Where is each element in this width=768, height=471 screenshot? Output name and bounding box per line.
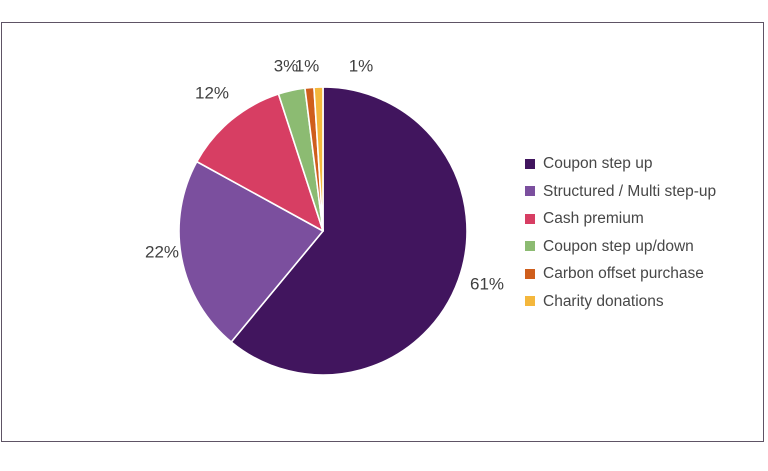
pie-data-label-charity-donations: 1% <box>348 56 374 76</box>
pie-data-label-coupon-step-up: 61% <box>469 274 505 294</box>
legend-swatch-icon <box>525 158 535 169</box>
pie-slice-1 <box>178 160 324 343</box>
chart-frame: 61% 22% 12% 3% 1% 1% Coupon step up Stru… <box>1 22 764 442</box>
legend-item-charity-donations: Charity donations <box>525 292 716 310</box>
legend-swatch-icon <box>525 241 535 252</box>
legend-label: Charity donations <box>543 292 664 310</box>
legend-label: Cash premium <box>543 210 644 227</box>
legend-swatch-icon <box>525 296 535 307</box>
legend-item-coupon-step-up-down: Coupon step up/down <box>525 237 716 255</box>
legend-item-structured-multi-step-up: Structured / Multi step-up <box>525 182 717 200</box>
pie-slice-5 <box>313 86 324 232</box>
legend-swatch-icon <box>525 268 535 279</box>
legend-swatch-icon <box>525 186 535 197</box>
pie-data-label-coupon-step-up-down: 3% <box>273 56 299 76</box>
chart-legend: Coupon step up Structured / Multi step-u… <box>525 156 716 309</box>
pie-data-label-cash-premium: 12% <box>194 83 230 103</box>
legend-label: Coupon step up/down <box>543 237 694 255</box>
pie-chart <box>178 86 468 376</box>
legend-label: Structured / Multi step-up <box>543 182 717 200</box>
legend-label: Coupon step up <box>543 155 653 172</box>
legend-item-coupon-step-up: Coupon step up <box>525 156 716 172</box>
pie-data-label-structured-multi-step-up: 22% <box>144 242 180 262</box>
pie-slice-0 <box>230 86 468 376</box>
legend-item-cash-premium: Cash premium <box>525 211 716 227</box>
legend-label: Carbon offset purchase <box>543 265 704 282</box>
legend-swatch-icon <box>525 213 535 224</box>
pie-slice-2 <box>196 93 324 232</box>
pie-data-label-carbon-offset-purchase: 1% <box>294 56 320 76</box>
legend-item-carbon-offset-purchase: Carbon offset purchase <box>525 266 716 282</box>
